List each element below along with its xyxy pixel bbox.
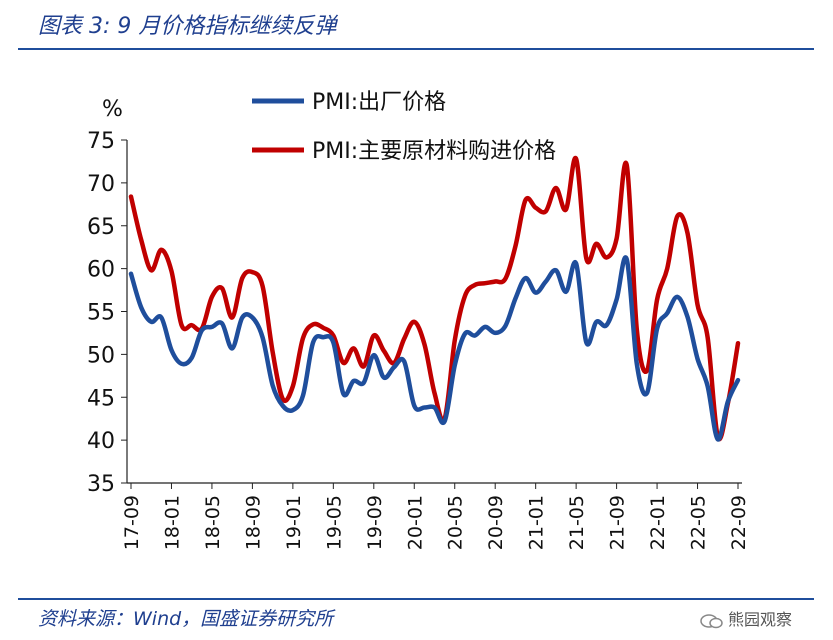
x-tick-label: 19-01 <box>283 495 305 550</box>
x-tick-label: 20-09 <box>485 495 507 550</box>
y-tick-label: 35 <box>87 472 115 497</box>
y-ticks: 35 40 45 50 55 60 65 70 75 <box>87 129 127 497</box>
x-tick-label: 22-09 <box>728 495 750 550</box>
wechat-icon <box>700 613 723 628</box>
series-line-input-price <box>128 156 741 442</box>
x-tick-label: 21-01 <box>526 495 548 550</box>
x-tick-label: 20-05 <box>445 495 467 550</box>
legend-label-output-price: PMI:出厂价格 <box>312 90 446 115</box>
x-tick-label: 18-01 <box>161 495 183 550</box>
y-tick-label: 65 <box>87 215 115 240</box>
series-line-output-price <box>128 255 741 442</box>
top-rule <box>18 48 814 50</box>
y-tick-label: 45 <box>87 386 115 411</box>
legend-label-input-price: PMI:主要原材料购进价格 <box>312 139 556 164</box>
y-tick-label: 50 <box>87 343 115 368</box>
x-ticks: 17-09 18-01 18-05 18-09 19-01 19-05 19-09 20-01… <box>121 483 750 550</box>
y-tick-label: 75 <box>87 129 115 154</box>
x-tick-label: 21-05 <box>566 495 588 550</box>
series-lines <box>128 156 741 442</box>
legend: PMI:出厂价格 PMI:主要原材料购进价格 <box>252 90 556 164</box>
source-note: 资料来源：Wind，国盛证券研究所 <box>38 608 334 630</box>
x-tick-label: 22-05 <box>688 495 710 550</box>
bottom-rule <box>18 598 814 600</box>
y-tick-label: 60 <box>87 258 115 283</box>
y-tick-label: 70 <box>87 172 115 197</box>
watermark-text: 熊园观察 <box>728 610 793 629</box>
figure-title: 图表 3: 9 月价格指标继续反弹 <box>38 14 337 39</box>
y-tick-label: 40 <box>87 429 115 454</box>
x-tick-label: 19-05 <box>323 495 345 550</box>
x-tick-label: 21-09 <box>607 495 629 550</box>
x-tick-label: 17-09 <box>121 495 143 550</box>
x-tick-label: 18-05 <box>202 495 224 550</box>
axes <box>126 140 742 484</box>
x-tick-label: 18-09 <box>242 495 264 550</box>
y-tick-label: 55 <box>87 301 115 326</box>
x-tick-label: 20-01 <box>404 495 426 550</box>
watermark: 熊园观察 <box>700 606 792 630</box>
x-tick-label: 22-01 <box>647 495 669 550</box>
x-tick-label: 19-09 <box>364 495 386 550</box>
y-axis-unit: % <box>102 97 123 122</box>
